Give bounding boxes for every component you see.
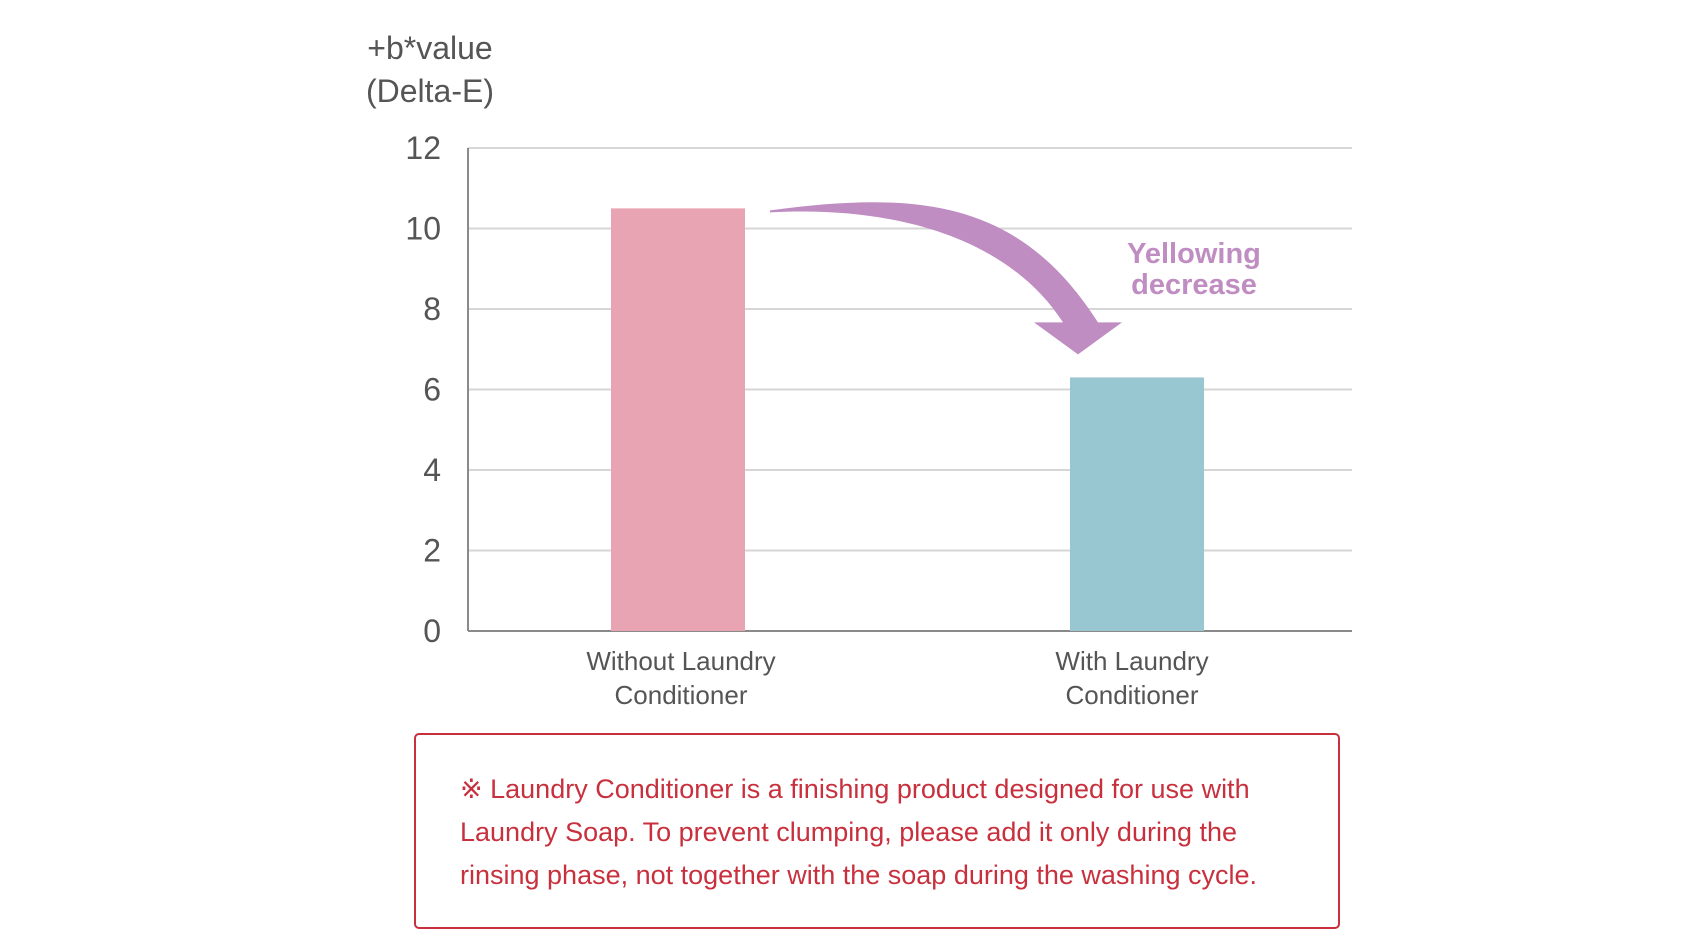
- y-axis-label-line2: (Delta-E): [366, 73, 494, 109]
- annotation-line1: Yellowing: [1127, 238, 1261, 270]
- bar-2: [1070, 377, 1204, 631]
- x-category-label: Conditioner: [1066, 680, 1199, 710]
- y-tick-labels: 0 2 4 6 8 10 12: [405, 130, 441, 649]
- x-category-label: With Laundry: [1055, 646, 1208, 676]
- y-tick-label: 4: [423, 452, 441, 488]
- bars: [611, 208, 1204, 631]
- annotation-line2: decrease: [1131, 269, 1257, 301]
- y-tick-label: 12: [405, 130, 441, 166]
- y-tick-label: 8: [423, 291, 441, 327]
- note-box: ※ Laundry Conditioner is a finishing pro…: [414, 733, 1340, 929]
- x-category-labels: Without Laundry Conditioner With Laundry Co…: [586, 646, 1208, 710]
- note-line-1: ※ Laundry Conditioner is a finishing pro…: [460, 774, 1250, 804]
- bar-1: [611, 208, 745, 631]
- y-tick-label: 0: [423, 613, 441, 649]
- y-tick-label: 6: [423, 372, 441, 408]
- note-line-2: Laundry Soap. To prevent clumping, pleas…: [460, 817, 1238, 847]
- note-line-3: rinsing phase, not together with the soa…: [460, 860, 1257, 890]
- decrease-arrow: [770, 202, 1122, 355]
- y-tick-label: 2: [423, 533, 441, 569]
- x-category-label: Without Laundry: [586, 646, 775, 676]
- y-tick-label: 10: [405, 211, 441, 247]
- y-axis-label-line1: +b*value: [367, 30, 492, 66]
- x-category-label: Conditioner: [615, 680, 748, 710]
